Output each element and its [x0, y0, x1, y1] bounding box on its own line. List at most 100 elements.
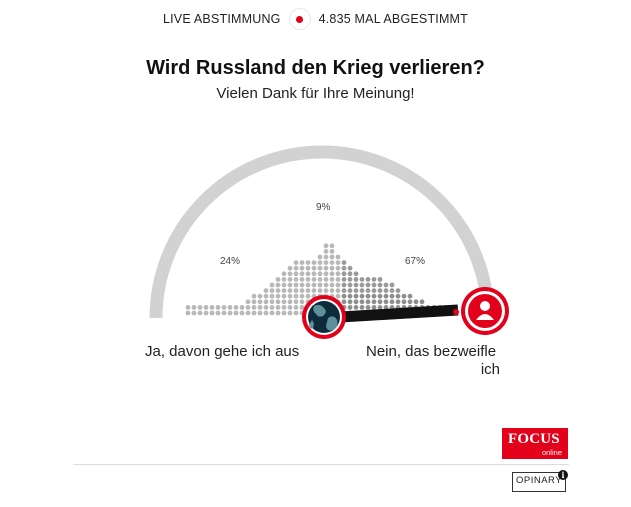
- vote-dot: [269, 299, 275, 305]
- answer-left[interactable]: Ja, davon gehe ich aus: [145, 343, 300, 360]
- vote-dot: [299, 260, 305, 265]
- vote-dot: [221, 310, 227, 316]
- user-icon[interactable]: [461, 287, 509, 335]
- vote-dot: [299, 293, 305, 299]
- vote-dot: [395, 293, 401, 299]
- vote-dot: [383, 299, 389, 305]
- vote-dot: [293, 293, 299, 299]
- vote-dot: [293, 260, 299, 265]
- vote-dot: [341, 293, 347, 299]
- vote-dot: [371, 299, 377, 305]
- vote-dot: [317, 288, 323, 293]
- needle-tip: [453, 309, 459, 315]
- vote-dot: [197, 310, 203, 316]
- vote-dot: [263, 288, 269, 293]
- vote-dot: [323, 265, 329, 271]
- vote-dot: [239, 305, 245, 310]
- vote-dot: [395, 299, 401, 305]
- vote-dot: [335, 271, 341, 277]
- vote-dot: [323, 249, 329, 254]
- vote-dot: [323, 260, 329, 265]
- vote-dot: [383, 305, 389, 310]
- vote-dot: [305, 288, 311, 293]
- vote-dot: [377, 277, 383, 282]
- vote-dot: [377, 288, 383, 293]
- vote-dot: [305, 282, 311, 288]
- vote-dot: [263, 299, 269, 305]
- vote-dot: [359, 305, 365, 310]
- vote-dot: [395, 288, 401, 293]
- vote-dot: [383, 293, 389, 299]
- vote-dot: [311, 260, 317, 265]
- vote-dot: [323, 254, 329, 260]
- vote-dot: [257, 293, 263, 299]
- vote-dot: [341, 282, 347, 288]
- vote-dot: [293, 310, 299, 316]
- vote-dot: [419, 299, 425, 305]
- footer-divider: [73, 464, 569, 465]
- vote-dot: [311, 277, 317, 282]
- vote-dot: [311, 271, 317, 277]
- vote-dot: [383, 288, 389, 293]
- vote-dot: [245, 310, 251, 316]
- vote-dot: [275, 277, 281, 282]
- vote-dot: [221, 305, 227, 310]
- opinary-logo[interactable]: OPINARY: [512, 472, 567, 492]
- vote-dot: [347, 299, 353, 305]
- vote-dot: [305, 271, 311, 277]
- vote-dot: [371, 305, 377, 310]
- vote-dot: [365, 277, 371, 282]
- vote-dot: [281, 271, 287, 277]
- vote-dot: [371, 282, 377, 288]
- vote-dot: [329, 288, 335, 293]
- vote-dot: [335, 277, 341, 282]
- vote-dot: [287, 293, 293, 299]
- vote-dot: [365, 299, 371, 305]
- vote-dot: [323, 288, 329, 293]
- vote-dot: [287, 265, 293, 271]
- vote-dot: [269, 310, 275, 316]
- vote-dot: [341, 271, 347, 277]
- vote-dot: [251, 293, 257, 299]
- answer-right[interactable]: Nein, das bezweifle ich: [366, 343, 506, 379]
- vote-dot: [275, 282, 281, 288]
- vote-dot: [329, 265, 335, 271]
- vote-dot: [353, 277, 359, 282]
- vote-dot: [305, 277, 311, 282]
- vote-dot: [305, 293, 311, 299]
- vote-dot: [293, 282, 299, 288]
- info-icon[interactable]: i: [558, 470, 568, 480]
- vote-dot: [335, 282, 341, 288]
- vote-dot: [353, 305, 359, 310]
- vote-dot: [269, 288, 275, 293]
- vote-dot: [245, 299, 251, 305]
- vote-dot: [365, 305, 371, 310]
- vote-dot: [377, 305, 383, 310]
- live-label: LIVE ABSTIMMUNG: [162, 12, 281, 26]
- vote-dot: [371, 288, 377, 293]
- vote-dot: [329, 282, 335, 288]
- vote-dot: [317, 254, 323, 260]
- vote-dot: [239, 310, 245, 316]
- vote-dot: [365, 293, 371, 299]
- vote-dot: [341, 299, 347, 305]
- vote-dot: [203, 305, 209, 310]
- vote-dot: [347, 271, 353, 277]
- vote-dot: [359, 282, 365, 288]
- vote-dot: [347, 293, 353, 299]
- vote-dot: [401, 293, 407, 299]
- vote-dot: [275, 299, 281, 305]
- vote-dot: [299, 277, 305, 282]
- vote-dot: [389, 288, 395, 293]
- vote-dot: [341, 265, 347, 271]
- vote-dot: [317, 277, 323, 282]
- vote-dot: [335, 288, 341, 293]
- vote-dot: [293, 265, 299, 271]
- vote-dot: [215, 305, 221, 310]
- vote-dot: [347, 288, 353, 293]
- focus-online-logo[interactable]: FOCUS online: [502, 428, 568, 459]
- answer-right-line2: ich: [480, 361, 500, 378]
- vote-dot: [317, 271, 323, 277]
- vote-dot: [263, 293, 269, 299]
